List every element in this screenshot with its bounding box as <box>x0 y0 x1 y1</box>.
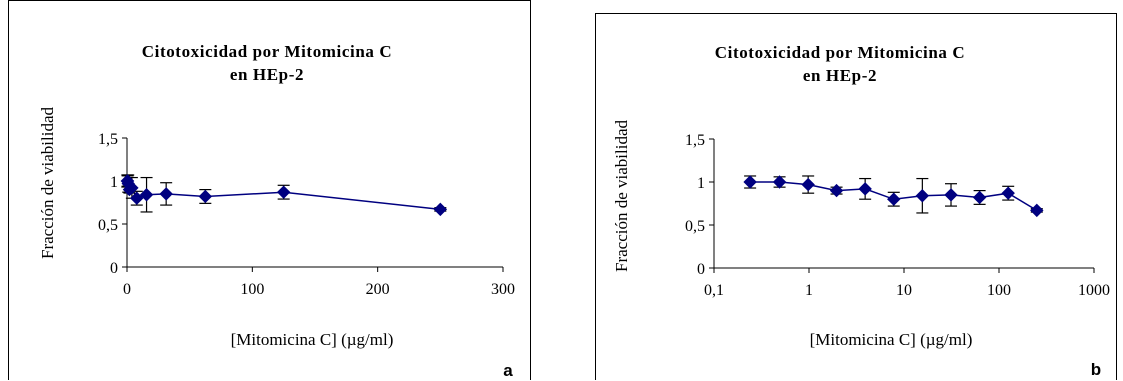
chart-b-data-point <box>858 182 872 196</box>
chart-b-x-tick-label: 1000 <box>1078 282 1110 299</box>
chart-b-data-point <box>1001 186 1015 200</box>
chart-panel-a: Citotoxicidad por Mitomicina C en HEp-2 … <box>8 0 531 380</box>
chart-b-title: Citotoxicidad por Mitomicina C <box>715 43 965 62</box>
chart-a-panel-label: a <box>503 361 513 380</box>
chart-b-y-tick-label: 0 <box>697 261 705 278</box>
chart-b-subtitle: en HEp-2 <box>803 66 877 85</box>
chart-a-ylabel: Fracción de viabilidad <box>38 107 57 260</box>
chart-a-data-point <box>276 185 291 199</box>
chart-a-data-point <box>125 181 139 195</box>
chart-a-data-point <box>198 189 213 204</box>
chart-a-title: Citotoxicidad por Mitomicina C <box>142 42 392 61</box>
chart-b-plot: 0 0,5 1 1,5 0,1 1 10 100 1000 <box>685 132 1110 299</box>
chart-a-x-tick-label: 100 <box>240 281 264 298</box>
chart-b-x-tick-label: 10 <box>896 282 912 299</box>
chart-b-x-tick-label: 1 <box>805 282 813 299</box>
chart-panel-b: Citotoxicidad por Mitomicina C en HEp-2 … <box>595 13 1117 380</box>
chart-b-data-point <box>743 175 757 189</box>
chart-a-x-tick-label: 0 <box>123 281 131 298</box>
chart-b-y-tick-label: 1,5 <box>685 132 705 149</box>
chart-a-y-tick-label: 0,5 <box>98 217 118 234</box>
chart-b-panel-label: b <box>1091 360 1101 379</box>
chart-b-y-tick-label: 1 <box>697 175 705 192</box>
chart-b-svg: Citotoxicidad por Mitomicina C en HEp-2 … <box>612 43 1110 379</box>
chart-b-data-point <box>772 175 787 189</box>
chart-a-plot: 0 0,5 1 1,5 0 100 200 300 <box>98 131 515 298</box>
chart-b-xlabel: [Mitomicina C] (µg/ml) <box>810 330 973 349</box>
chart-b-data-point <box>972 190 987 205</box>
chart-b-data-point <box>1030 203 1044 218</box>
chart-a-data-point <box>139 188 154 202</box>
chart-b-data-point <box>944 188 958 202</box>
chart-a-xlabel: [Mitomicina C] (µg/ml) <box>231 330 394 349</box>
chart-b-data-point <box>829 183 844 198</box>
chart-a-x-tick-label: 300 <box>491 281 515 298</box>
chart-a-subtitle: en HEp-2 <box>230 65 304 84</box>
chart-a-y-tick-label: 1,5 <box>98 131 118 148</box>
chart-b-data-point <box>887 192 901 206</box>
chart-a-data-point <box>130 191 144 205</box>
chart-b-y-tick-label: 0,5 <box>685 218 705 235</box>
chart-a-x-tick-label: 200 <box>366 281 390 298</box>
chart-b-data-point <box>915 189 930 203</box>
chart-a-y-tick-label: 1 <box>110 174 118 191</box>
chart-a-y-tick-label: 0 <box>110 260 118 277</box>
chart-a-svg: Citotoxicidad por Mitomicina C en HEp-2 … <box>38 42 515 380</box>
chart-b-ylabel: Fracción de viabilidad <box>612 120 631 273</box>
chart-b-x-tick-label: 100 <box>987 282 1011 299</box>
chart-a-data-point <box>159 187 173 201</box>
chart-b-x-tick-label: 0,1 <box>704 282 724 299</box>
chart-b-data-point <box>801 177 815 192</box>
chart-a-data-point <box>433 202 448 217</box>
